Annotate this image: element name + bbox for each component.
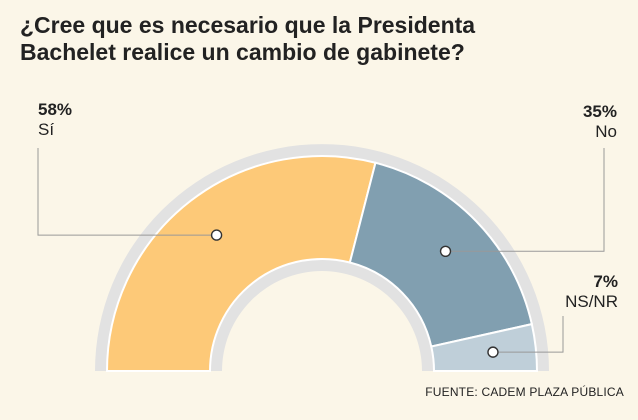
chart-title-line-1: ¿Cree que es necesario que la Presidenta xyxy=(20,12,476,38)
label-si-value: 58% xyxy=(38,100,73,119)
slice-no-dot xyxy=(439,245,452,258)
chart-title-line-2: Bachelet realice un cambio de gabinete? xyxy=(20,39,465,65)
label-no-value: 35% xyxy=(582,102,617,121)
label-si-name: Sí xyxy=(38,120,55,139)
slice-nsnr xyxy=(430,322,539,372)
label-no-name: No xyxy=(595,122,617,141)
leader-nsnr xyxy=(492,316,564,353)
slice-no xyxy=(348,161,534,348)
leader-no xyxy=(445,148,605,252)
label-nsnr-value: 7% xyxy=(593,272,618,291)
source-note: FUENTE: CADEM PLAZA PÚBLICA xyxy=(425,385,624,399)
chart-title: ¿Cree que es necesario que la Presidenta… xyxy=(20,12,620,66)
leader-si xyxy=(37,148,217,236)
slice-si xyxy=(105,155,377,372)
label-no: 35% No xyxy=(583,102,617,142)
label-si: 58% Sí xyxy=(38,100,72,140)
label-nsnr-name: NS/NR xyxy=(565,292,618,311)
label-nsnr: 7% NS/NR xyxy=(565,272,618,312)
slice-nsnr-dot xyxy=(487,346,499,358)
slice-si-dot xyxy=(210,229,223,241)
